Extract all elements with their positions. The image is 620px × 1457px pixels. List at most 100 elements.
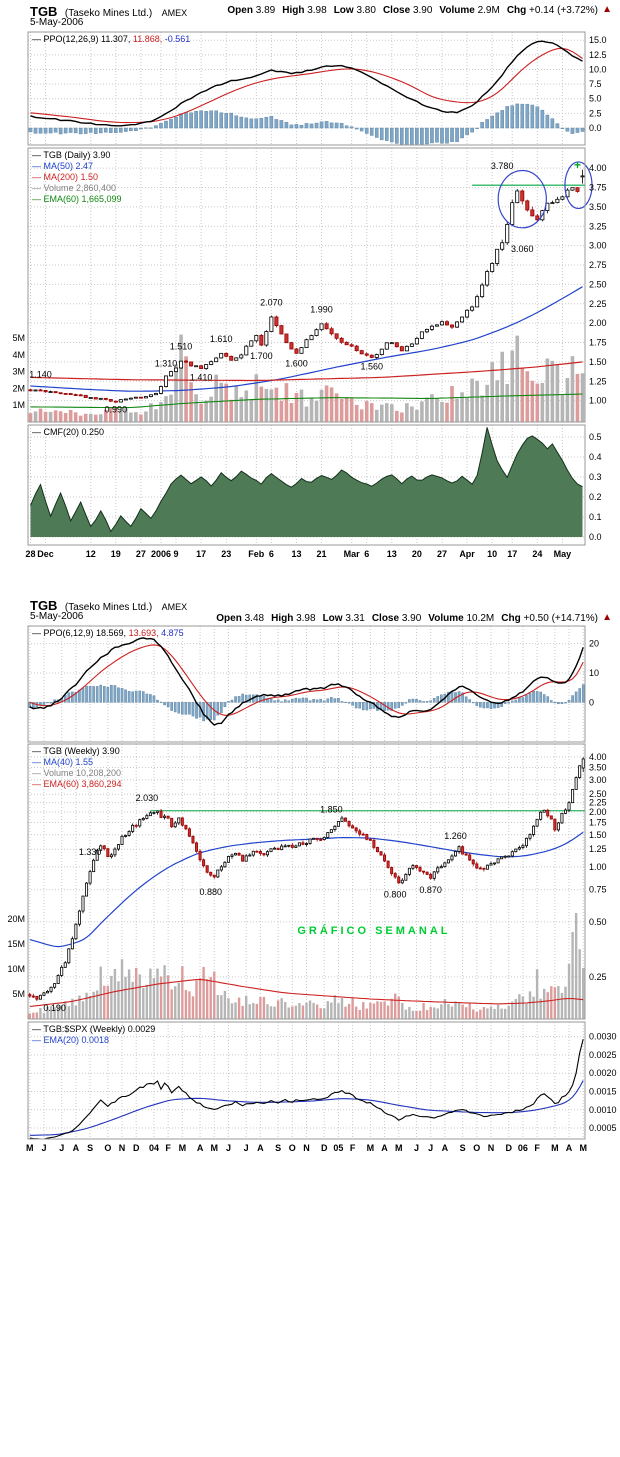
svg-text:— TGB (Daily) 3.90: — TGB (Daily) 3.90 [32,150,110,160]
svg-text:Apr: Apr [459,549,475,559]
svg-text:20: 20 [589,639,599,649]
svg-text:15.0: 15.0 [589,35,607,45]
svg-text:1.00: 1.00 [589,396,607,406]
svg-text:A: A [73,1143,80,1153]
svg-text:6: 6 [269,549,274,559]
svg-text:17: 17 [196,549,206,559]
svg-text:27: 27 [437,549,447,559]
svg-text:1.410: 1.410 [190,373,213,383]
weekly-price-panel [28,744,585,1019]
svg-text:10.0: 10.0 [589,64,607,74]
svg-text:10M: 10M [7,964,25,974]
svg-text:4.00: 4.00 [589,163,607,173]
svg-text:— EMA(20) 0.0018: — EMA(20) 0.0018 [32,1035,109,1045]
svg-text:3.75: 3.75 [589,183,607,193]
svg-text:N: N [119,1143,126,1153]
daily-header-line1: TGB (Taseko Mines Ltd.) AMEX Open 3.89 Hi… [0,3,620,19]
svg-text:J: J [226,1143,231,1153]
svg-text:7.5: 7.5 [589,79,602,89]
svg-text:S: S [275,1143,281,1153]
svg-text:0.190: 0.190 [43,1003,66,1013]
svg-text:0.0015: 0.0015 [589,1086,617,1096]
svg-text:2.25: 2.25 [589,299,607,309]
svg-text:F: F [165,1143,171,1153]
svg-text:0.2: 0.2 [589,492,602,502]
svg-text:12: 12 [86,549,96,559]
svg-text:1.25: 1.25 [589,844,607,854]
svg-text:0: 0 [589,697,594,707]
svg-text:2.070: 2.070 [260,297,283,307]
svg-text:12.5: 12.5 [589,50,607,60]
svg-text:1.75: 1.75 [589,338,607,348]
svg-text:6: 6 [364,549,369,559]
svg-text:3.060: 3.060 [511,244,534,254]
svg-text:04: 04 [149,1143,159,1153]
svg-text:J: J [244,1143,249,1153]
svg-text:1.700: 1.700 [250,351,273,361]
weekly-chart-canvas: 20 10 0 4.003.50 3.00 2.502.252.001.75 1.50 1.2… [7,625,617,1153]
svg-text:20: 20 [412,549,422,559]
svg-text:17: 17 [507,549,517,559]
svg-text:3.00: 3.00 [589,775,607,785]
svg-text:1.50: 1.50 [589,830,607,840]
svg-text:0.0030: 0.0030 [589,1032,617,1042]
svg-text:A: A [442,1143,449,1153]
svg-text:— MA(40) 1.55: — MA(40) 1.55 [32,757,93,767]
svg-text:0.0: 0.0 [589,123,602,133]
svg-text:1.00: 1.00 [589,862,607,872]
weekly-header-line2: 5-May-2006 Open 3.48 High 3.98 Low 3.31 Clo… [0,611,620,624]
svg-text:Mar: Mar [344,549,361,559]
daily-ppo-panel [28,32,585,145]
weekly-date: 5-May-2006 [30,611,84,622]
daily-chart-section: TGB (Taseko Mines Ltd.) AMEX Open 3.89 Hi… [0,3,620,567]
svg-text:0.1: 0.1 [589,512,602,522]
svg-text:1.50: 1.50 [589,357,607,367]
svg-text:3.780: 3.780 [491,161,514,171]
svg-text:9: 9 [174,549,179,559]
svg-text:J: J [59,1143,64,1153]
svg-text:S: S [460,1143,466,1153]
svg-text:O: O [104,1143,111,1153]
svg-text:1M: 1M [12,400,25,410]
svg-text:13: 13 [387,549,397,559]
svg-text:J: J [41,1143,46,1153]
svg-text:0.990: 0.990 [105,404,128,414]
weekly-up-arrow-icon: ▲ [602,612,612,623]
svg-text:M: M [179,1143,187,1153]
svg-text:May: May [554,549,572,559]
svg-text:5.0: 5.0 [589,94,602,104]
svg-text:1.510: 1.510 [170,342,193,352]
svg-text:21: 21 [317,549,327,559]
svg-text:M: M [367,1143,375,1153]
svg-text:1.560: 1.560 [360,362,383,372]
daily-price-panel [28,148,585,422]
svg-text:1.260: 1.260 [444,831,467,841]
svg-text:M: M [579,1143,587,1153]
svg-text:0.800: 0.800 [384,890,407,900]
svg-text:— CMF(20) 0.250: — CMF(20) 0.250 [32,427,104,437]
daily-header-line2: 5-May-2006 [0,17,620,30]
svg-text:0.0025: 0.0025 [589,1050,617,1060]
daily-symbol: TGB [30,4,58,19]
svg-text:— TGB:$SPX (Weekly) 0.0029: — TGB:$SPX (Weekly) 0.0029 [32,1024,155,1034]
svg-text:A: A [257,1143,264,1153]
svg-text:— EMA(60) 3,860,294: — EMA(60) 3,860,294 [32,779,122,789]
svg-text:0.880: 0.880 [199,887,222,897]
svg-text:19: 19 [111,549,121,559]
svg-text:D: D [321,1143,328,1153]
svg-text:4M: 4M [12,350,25,360]
daily-company: (Taseko Mines Ltd.) [64,8,153,19]
svg-text:0.3: 0.3 [589,472,602,482]
svg-text:N: N [303,1143,310,1153]
svg-text:1.600: 1.600 [285,359,308,369]
svg-text:5M: 5M [12,333,25,343]
svg-text:10: 10 [487,549,497,559]
svg-text:GRÁFICO SEMANAL: GRÁFICO SEMANAL [297,924,450,937]
svg-text:2006: 2006 [151,549,171,559]
svg-text:1.990: 1.990 [310,304,333,314]
svg-text:D: D [133,1143,140,1153]
svg-text:2.030: 2.030 [136,793,159,803]
svg-text:3.25: 3.25 [589,221,607,231]
svg-text:3.50: 3.50 [589,202,607,212]
svg-text:O: O [473,1143,480,1153]
